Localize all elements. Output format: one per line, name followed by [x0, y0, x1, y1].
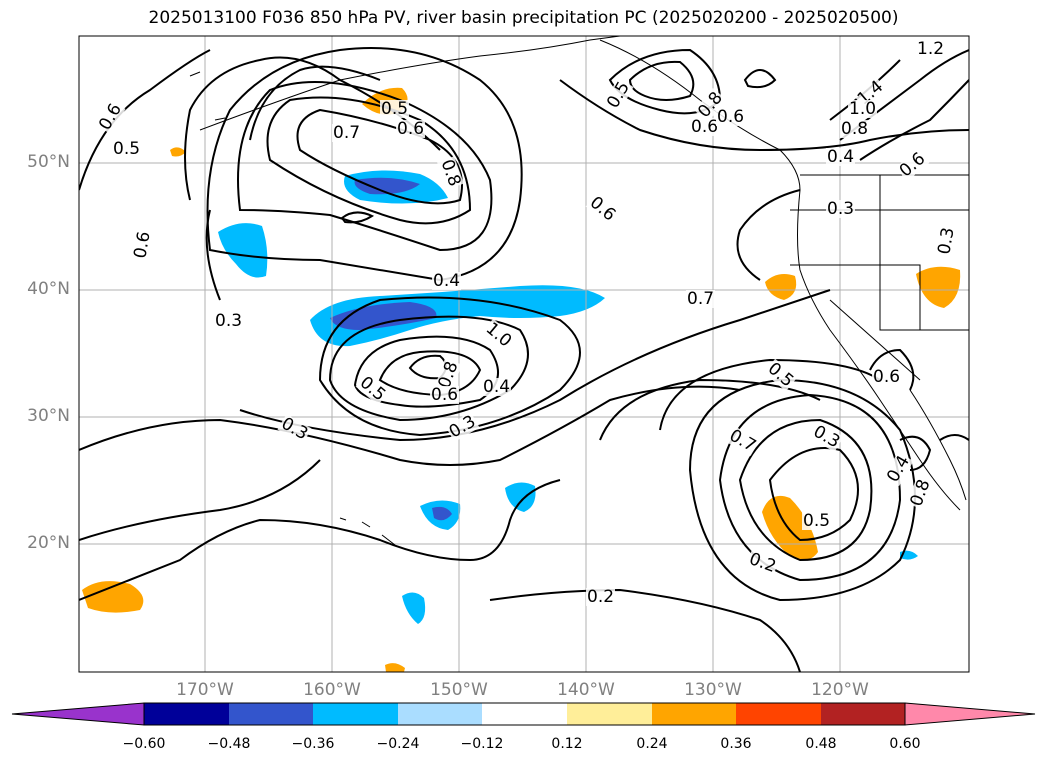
contour-label: 0.6 [872, 367, 902, 387]
colorbar-tick-label: 0.12 [551, 736, 583, 752]
colorbar-tick-label: −0.48 [207, 736, 251, 752]
colorbar-swatch [736, 703, 821, 725]
colorbar-tick-label: 0.24 [636, 736, 668, 752]
lon-label-140w: 140°W [557, 680, 615, 700]
contour-label: 0.7 [686, 289, 716, 309]
colorbar-swatch [313, 703, 398, 725]
colorbar-tick-label: 0.60 [889, 736, 921, 752]
lat-label-50n: 50°N [27, 152, 70, 172]
contour-label: 1.2 [916, 39, 946, 59]
contour-label: 0.4 [826, 147, 856, 167]
lat-label-20n: 20°N [27, 533, 70, 553]
contour-label: 0.6 [396, 119, 426, 139]
map-frame [78, 35, 970, 673]
contour-label: 0.3 [214, 311, 244, 331]
colorbar-tick-label: 0.48 [805, 736, 837, 752]
lon-label-120w: 120°W [811, 680, 869, 700]
lat-label-30n: 30°N [27, 406, 70, 426]
colorbar-tick-label: −0.60 [122, 736, 166, 752]
colorbar-tick-label: −0.36 [291, 736, 335, 752]
lon-label-170w: 170°W [176, 680, 234, 700]
colorbar-tick-label: 0.36 [720, 736, 752, 752]
contour-label: 0.6 [130, 229, 155, 261]
contour-label: 0.6 [430, 385, 460, 405]
lon-label-160w: 160°W [303, 680, 361, 700]
contour-label: 0.7 [332, 123, 362, 143]
contour-label: 1.0 [848, 99, 878, 119]
colorbar-swatch [398, 703, 482, 725]
colorbar-tick-label: −0.24 [376, 736, 420, 752]
colorbar-swatch [482, 703, 567, 725]
contour-label: 0.5 [380, 99, 410, 119]
precip-negative-areas [218, 170, 918, 624]
contour-label: 0.8 [840, 119, 870, 139]
contour-label: 0.6 [690, 117, 720, 137]
contour-label: 0.4 [482, 377, 512, 397]
pv-contours [79, 47, 969, 672]
contour-label: 0.3 [826, 199, 856, 219]
contour-label: 0.5 [802, 511, 832, 531]
contour-label: 0.2 [586, 587, 616, 607]
colorbar-swatch [652, 703, 736, 725]
colorbar-swatch [144, 703, 229, 725]
colorbar-swatch [567, 703, 652, 725]
colorbar-swatch [821, 703, 905, 725]
lon-label-150w: 150°W [430, 680, 488, 700]
contour-label: 0.6 [716, 107, 746, 127]
contour-label: 0.4 [432, 271, 462, 291]
contour-label: 0.3 [934, 225, 959, 257]
colorbar [11, 702, 1036, 726]
map-title: 2025013100 F036 850 hPa PV, river basin … [148, 8, 899, 28]
contour-label: 0.5 [112, 139, 142, 159]
colorbar-swatch [229, 703, 313, 725]
lon-label-130w: 130°W [684, 680, 742, 700]
colorbar-tick-label: −0.12 [460, 736, 504, 752]
lat-label-40n: 40°N [27, 279, 70, 299]
